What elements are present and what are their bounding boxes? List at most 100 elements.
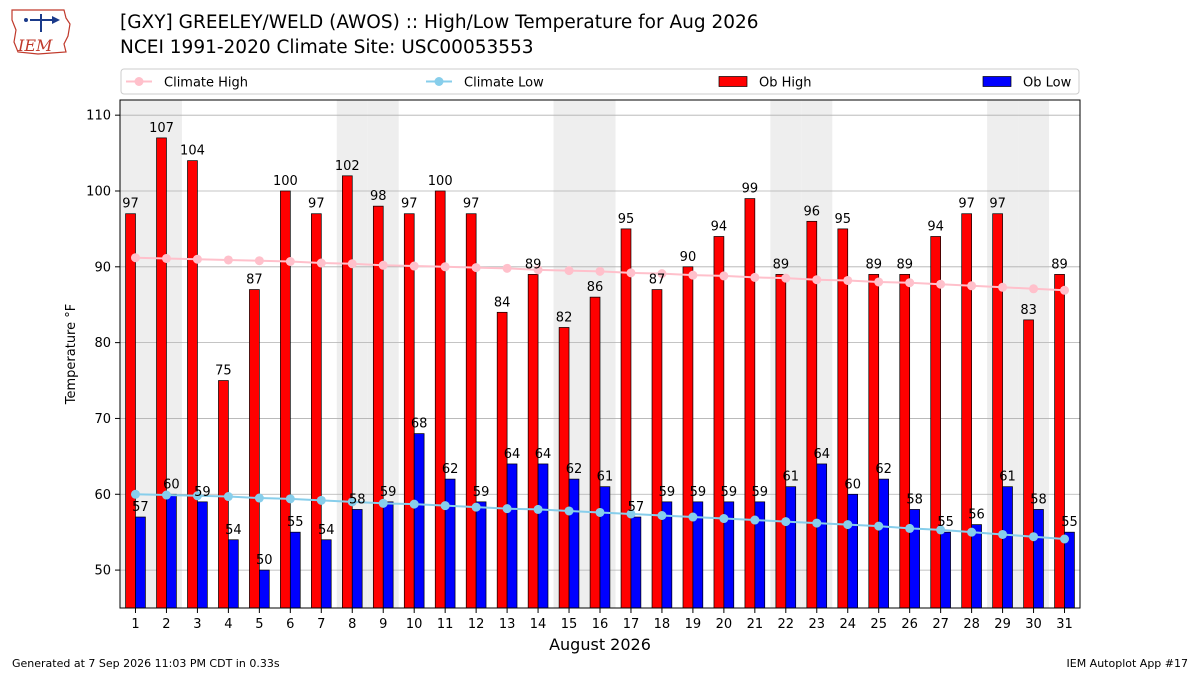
x-tick-label: 25 — [870, 617, 887, 632]
x-tick-label: 26 — [901, 617, 918, 632]
climate-low-point — [161, 490, 171, 500]
ob-low-bar — [135, 516, 146, 609]
chart-subtitle: NCEI 1991-2020 Climate Site: USC00053553 — [120, 37, 534, 58]
climate-high-point — [936, 279, 946, 289]
ob-high-label: 83 — [1020, 303, 1037, 318]
ob-high-legend-label: Ob High — [759, 76, 812, 91]
ob-low-label: 58 — [349, 492, 366, 507]
climate-high-point — [378, 260, 388, 270]
climate-low-point — [750, 515, 760, 525]
ob-high-bar — [1054, 274, 1065, 609]
ob-low-label: 61 — [782, 470, 799, 485]
ob-high-label: 89 — [865, 257, 882, 272]
climate-high-point — [626, 268, 636, 278]
ob-low-label: 59 — [721, 485, 738, 500]
climate-low-point — [254, 493, 264, 503]
ob-high-bar — [527, 274, 539, 609]
x-tick-label: 8 — [348, 617, 356, 632]
y-tick-label: 50 — [94, 564, 111, 579]
generated-note: Generated at 7 Sep 2026 11:03 PM CDT in … — [12, 657, 280, 670]
ob-high-label: 86 — [587, 280, 604, 295]
ob-low-label: 54 — [225, 523, 242, 538]
climate-low-point — [471, 502, 481, 512]
ob-high-bar — [156, 137, 167, 609]
climate-high-point — [316, 258, 326, 268]
climate-high-point — [967, 281, 977, 291]
ob-low-label: 56 — [968, 508, 985, 523]
climate-low-point — [316, 495, 326, 505]
ob-high-bar — [713, 236, 725, 609]
y-tick-label: 90 — [94, 260, 111, 275]
climate-low-point — [1060, 534, 1070, 544]
climate-high-point — [285, 256, 295, 266]
y-tick-label: 80 — [94, 336, 111, 351]
ob-low-label: 55 — [1061, 515, 1078, 530]
ob-high-bar — [1023, 319, 1034, 609]
ob-low-label: 58 — [906, 492, 923, 507]
x-tick-label: 3 — [193, 617, 201, 632]
climate-low-legend-label: Climate Low — [464, 76, 544, 91]
ob-low-bar — [630, 516, 642, 609]
x-tick-label: 10 — [406, 617, 423, 632]
x-tick-label: 20 — [716, 617, 733, 632]
climate-low-point — [130, 489, 140, 499]
ob-high-label: 94 — [711, 219, 728, 234]
ob-low-bar — [475, 501, 487, 609]
climate-low-point — [719, 514, 729, 524]
x-tick-label: 22 — [778, 617, 795, 632]
climate-high-point — [254, 256, 264, 266]
ob-high-label: 100 — [273, 174, 298, 189]
ob-high-bar — [280, 190, 291, 609]
x-tick-label: 18 — [654, 617, 671, 632]
ob-high-label: 94 — [927, 219, 944, 234]
ob-low-label: 62 — [875, 462, 892, 477]
climate-high-point — [781, 273, 791, 283]
ob-high-label: 95 — [835, 212, 852, 227]
ob-low-label: 61 — [597, 470, 614, 485]
ob-high-bar — [620, 228, 632, 609]
x-tick-label: 30 — [1025, 617, 1042, 632]
ob-high-bar — [682, 266, 694, 609]
climate-low-point — [812, 518, 822, 528]
ob-low-bar — [289, 531, 301, 609]
ob-low-label: 58 — [1030, 492, 1047, 507]
x-tick-label: 23 — [809, 617, 826, 632]
climate-high-point — [130, 253, 140, 263]
ob-low-label: 60 — [844, 477, 861, 492]
ob-low-legend-label: Ob Low — [1023, 76, 1072, 91]
ob-low-bar — [351, 509, 363, 609]
ob-high-label: 97 — [122, 197, 139, 212]
climate-high-point — [905, 278, 915, 288]
ob-high-label: 84 — [494, 295, 511, 310]
ob-high-bar — [775, 274, 787, 609]
climate-low-point — [378, 498, 388, 508]
ob-low-label: 59 — [690, 485, 707, 500]
ob-high-bar — [341, 175, 353, 609]
ob-low-bar — [568, 478, 580, 609]
ob-low-bar — [259, 569, 270, 609]
climate-low-point — [688, 512, 698, 522]
x-tick-label: 1 — [131, 617, 139, 632]
climate-high-point — [471, 263, 481, 273]
ob-low-bar — [847, 493, 859, 609]
ob-low-bar — [940, 531, 951, 609]
ob-high-bar — [930, 236, 941, 609]
ob-low-label: 64 — [813, 447, 830, 462]
ob-high-bar — [403, 213, 415, 609]
ob-high-label: 75 — [215, 364, 232, 379]
ob-high-swatch — [718, 76, 748, 87]
ob-low-bar — [320, 539, 332, 609]
ob-low-bar — [197, 501, 208, 609]
ob-low-bar — [166, 493, 177, 609]
ob-low-bar — [413, 433, 425, 609]
climate-low-point — [657, 510, 667, 520]
ob-high-bar — [651, 289, 663, 609]
ob-high-bar — [961, 213, 972, 609]
ob-low-label: 68 — [411, 417, 428, 432]
climate-high-point — [874, 277, 884, 287]
ob-high-bar — [465, 213, 477, 609]
climate-low-point — [967, 527, 977, 537]
climate-high-point — [750, 272, 760, 282]
ob-low-label: 59 — [380, 485, 397, 500]
